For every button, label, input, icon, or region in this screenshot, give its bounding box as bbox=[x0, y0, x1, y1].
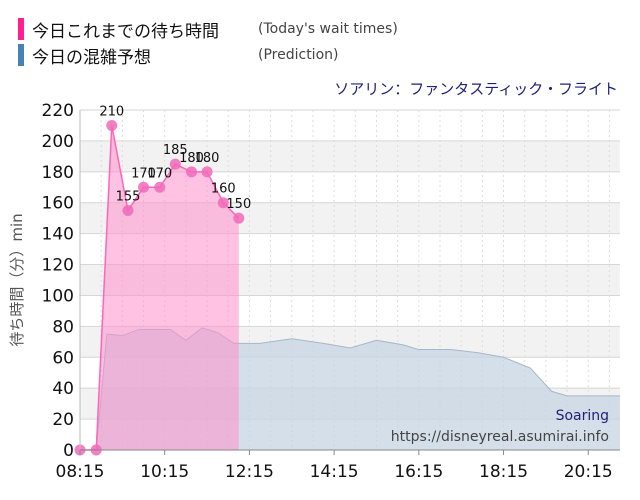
y-axis-label: 待ち時間（分）min bbox=[8, 213, 26, 346]
data-label: 170 bbox=[131, 166, 156, 181]
y-tick-label: 0 bbox=[63, 441, 74, 461]
y-tick-label: 140 bbox=[42, 225, 74, 245]
y-tick-label: 160 bbox=[42, 194, 74, 214]
x-tick-label: 20:15 bbox=[564, 462, 613, 482]
x-tick-label: 18:15 bbox=[479, 462, 528, 482]
y-tick-label: 120 bbox=[42, 256, 74, 276]
y-tick-label: 60 bbox=[52, 348, 74, 368]
x-tick-label: 08:15 bbox=[56, 462, 105, 482]
today-point bbox=[233, 212, 245, 224]
axes: 0 20 40 60 80 100 120 140 160 180 200 220 08:15 10:15… bbox=[42, 101, 620, 482]
data-label: 155 bbox=[116, 189, 141, 204]
plot-band bbox=[80, 110, 620, 141]
legend: 今日これまでの待ち時間 (Today's wait times) 今日の混雑予想… bbox=[18, 16, 618, 68]
y-tick-label: 20 bbox=[52, 410, 74, 430]
legend-label-prediction: 今日の混雑予想 bbox=[32, 48, 151, 68]
legend-label-today: 今日これまでの待ち時間 bbox=[32, 22, 219, 42]
chart-title: ソアリン：ファンタスティック・フライト bbox=[334, 80, 618, 98]
y-tick-label: 100 bbox=[42, 286, 74, 306]
today-point bbox=[138, 181, 150, 193]
data-label: 170 bbox=[147, 166, 172, 181]
today-point bbox=[201, 166, 213, 178]
legend-swatch-prediction bbox=[18, 44, 24, 66]
x-tick-label: 16:15 bbox=[394, 462, 443, 482]
y-tick-label: 40 bbox=[52, 379, 74, 399]
data-label: 185 bbox=[163, 143, 188, 158]
legend-sub-today: (Today's wait times) bbox=[258, 21, 398, 37]
today-point bbox=[169, 158, 181, 170]
legend-sub-prediction: (Prediction) bbox=[258, 47, 339, 63]
data-label: 180 bbox=[179, 151, 204, 166]
x-tick-label: 10:15 bbox=[140, 462, 189, 482]
legend-swatch-today bbox=[18, 18, 24, 40]
legend-item-today: 今日これまでの待ち時間 (Today's wait times) bbox=[18, 16, 618, 42]
x-tick-label: 14:15 bbox=[310, 462, 359, 482]
data-label: 150 bbox=[226, 197, 251, 212]
y-tick-label: 200 bbox=[42, 132, 74, 152]
x-tick-label: 12:15 bbox=[225, 462, 274, 482]
watermark-name: Soaring bbox=[556, 408, 609, 424]
data-label: 210 bbox=[99, 104, 124, 119]
data-label: 160 bbox=[211, 182, 236, 197]
today-area bbox=[80, 125, 239, 451]
today-point bbox=[122, 204, 134, 216]
y-tick-label: 220 bbox=[42, 101, 74, 121]
watermark-url: https://disneyreal.asumirai.info bbox=[391, 429, 609, 445]
series-areas bbox=[80, 125, 620, 451]
y-tick-label: 80 bbox=[52, 317, 74, 337]
today-point bbox=[186, 166, 198, 178]
y-tick-label: 180 bbox=[42, 163, 74, 183]
today-point bbox=[106, 119, 118, 131]
today-point bbox=[154, 181, 166, 193]
data-label: 180 bbox=[195, 151, 220, 166]
legend-item-prediction: 今日の混雑予想 (Prediction) bbox=[18, 42, 618, 68]
today-point bbox=[217, 197, 229, 209]
plot-band bbox=[80, 140, 620, 172]
